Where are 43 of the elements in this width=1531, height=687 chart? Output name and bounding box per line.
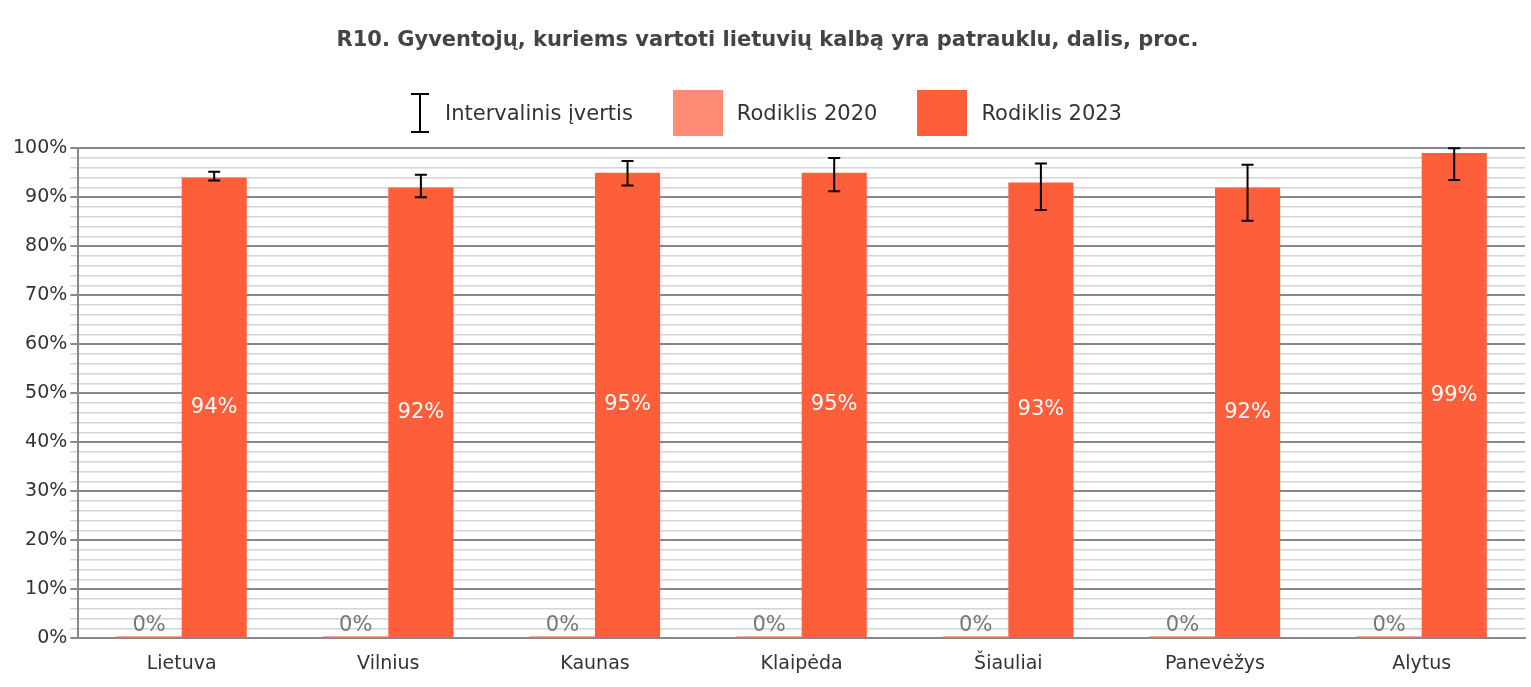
data-label: 0% bbox=[1165, 611, 1200, 636]
data-label: 0% bbox=[1372, 611, 1406, 636]
data-label: 92% bbox=[1224, 398, 1271, 423]
bar bbox=[801, 172, 867, 638]
bar bbox=[594, 172, 661, 638]
data-label: 95% bbox=[810, 391, 858, 416]
y-tick-label: 20% bbox=[25, 527, 68, 550]
x-tick-label: Panevėžys bbox=[1164, 650, 1266, 673]
data-label: 93% bbox=[1017, 396, 1065, 421]
x-tick-label: Alytus bbox=[1392, 650, 1452, 673]
data-label: 0% bbox=[545, 611, 580, 636]
data-label: 99% bbox=[1430, 381, 1478, 406]
y-tick-label: 90% bbox=[25, 184, 68, 207]
y-tick-label: 80% bbox=[25, 233, 68, 256]
data-label: 0% bbox=[959, 611, 993, 636]
y-tick-label: 100% bbox=[12, 135, 68, 158]
data-label: 0% bbox=[752, 611, 786, 636]
x-tick-label: Kaunas bbox=[560, 650, 630, 673]
y-tick-label: 60% bbox=[25, 331, 68, 354]
y-tick-label: 0% bbox=[37, 625, 68, 648]
y-tick-label: 40% bbox=[25, 429, 68, 452]
y-tick-label: 30% bbox=[25, 478, 68, 501]
data-label: 94% bbox=[190, 393, 238, 418]
bar bbox=[1008, 182, 1074, 638]
data-label: 0% bbox=[339, 611, 373, 636]
text: Intervalinis įvertis bbox=[445, 101, 633, 125]
chart-title: R10. Gyventojų, kuriems vartoti lietuvių kalbą yra patrauklu, dalis, proc. bbox=[336, 27, 1199, 52]
x-tick-label: Šiauliai bbox=[974, 649, 1043, 673]
bar bbox=[181, 177, 247, 638]
x-tick-label: Klaipėda bbox=[760, 650, 843, 673]
y-tick-label: 10% bbox=[25, 576, 68, 599]
x-tick-label: Lietuva bbox=[146, 650, 217, 673]
legend-label: Rodiklis 2023 bbox=[981, 101, 1122, 125]
bar bbox=[1421, 153, 1487, 638]
data-label: 95% bbox=[604, 391, 651, 416]
data-label: 0% bbox=[132, 611, 166, 636]
legend-label: Rodiklis 2020 bbox=[736, 101, 878, 125]
data-label: 92% bbox=[397, 398, 445, 423]
y-tick-label: 70% bbox=[25, 282, 68, 305]
bar bbox=[1215, 187, 1281, 638]
bar bbox=[388, 187, 454, 638]
x-tick-label: Vilnius bbox=[357, 650, 420, 673]
y-tick-label: 50% bbox=[25, 380, 68, 403]
